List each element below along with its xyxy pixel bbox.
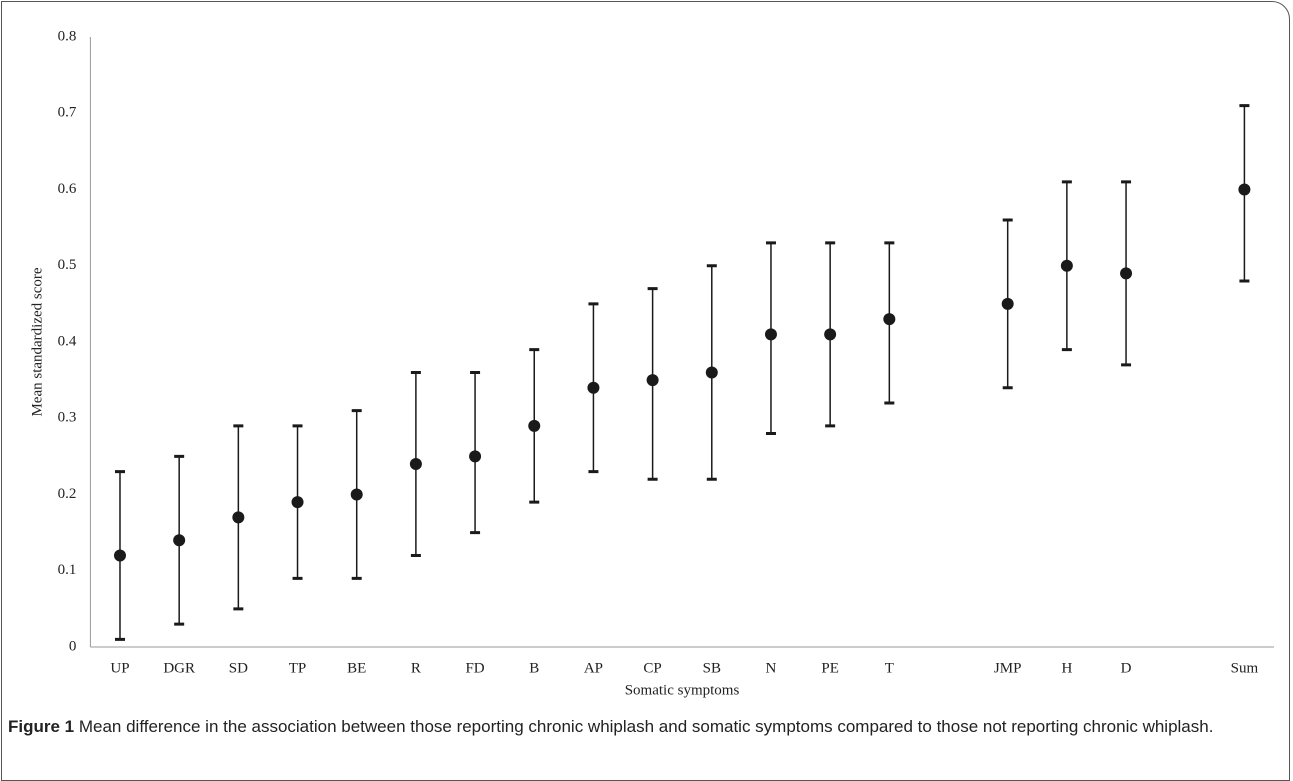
x-tick-label: JMP (994, 660, 1022, 676)
x-tick-label: SB (703, 660, 721, 676)
x-tick-label: FD (465, 660, 484, 676)
y-tick-label: 0 (69, 638, 77, 654)
x-tick-label: AP (584, 660, 603, 676)
point (587, 381, 600, 394)
point (705, 366, 718, 379)
x-tick-label: B (529, 660, 539, 676)
y-tick-label: 0.4 (58, 333, 77, 349)
x-tick-label: R (411, 660, 421, 676)
x-tick-label: CP (643, 660, 661, 676)
x-axis-label: Somatic symptoms (625, 682, 740, 698)
point (1001, 297, 1014, 310)
point (350, 488, 363, 501)
x-tick-label: DGR (163, 660, 195, 676)
point (469, 450, 482, 463)
y-tick-label: 0.1 (58, 562, 77, 578)
x-tick-label: Sum (1231, 660, 1259, 676)
x-tick-label: H (1061, 660, 1072, 676)
x-tick-label: TP (289, 660, 307, 676)
y-tick-label: 0.8 (58, 28, 77, 44)
chart: Mean standardized score Somatic symptoms… (29, 28, 1274, 698)
point (173, 534, 186, 547)
point (409, 458, 422, 470)
point (1120, 267, 1133, 280)
y-tick-label: 0.5 (58, 257, 77, 273)
x-tick-label: SD (229, 660, 248, 676)
point (1238, 183, 1251, 196)
y-tick-label: 0.3 (58, 410, 77, 426)
y-tick-label: 0.6 (58, 181, 77, 197)
y-tick-label: 0.7 (58, 105, 77, 121)
x-tick-label: T (885, 660, 894, 676)
caption: Figure 1 Mean difference in the associat… (8, 714, 1278, 739)
point (232, 511, 245, 524)
point (528, 419, 541, 432)
x-tick-label: D (1121, 660, 1132, 676)
caption-label: Figure 1 (8, 717, 75, 736)
x-tick-label: BE (347, 660, 366, 676)
point (291, 496, 304, 509)
point (1060, 259, 1073, 272)
x-tick-label: N (766, 660, 777, 676)
y-tick-label: 0.2 (58, 486, 77, 502)
point (646, 374, 659, 387)
point (764, 328, 777, 341)
x-tick-label: PE (821, 660, 839, 676)
x-tick-label: UP (110, 660, 129, 676)
caption-text: Mean difference in the association betwe… (78, 717, 1214, 736)
point (883, 313, 896, 326)
point (113, 549, 126, 562)
y-axis-label: Mean standardized score (29, 267, 45, 416)
point (824, 328, 837, 341)
